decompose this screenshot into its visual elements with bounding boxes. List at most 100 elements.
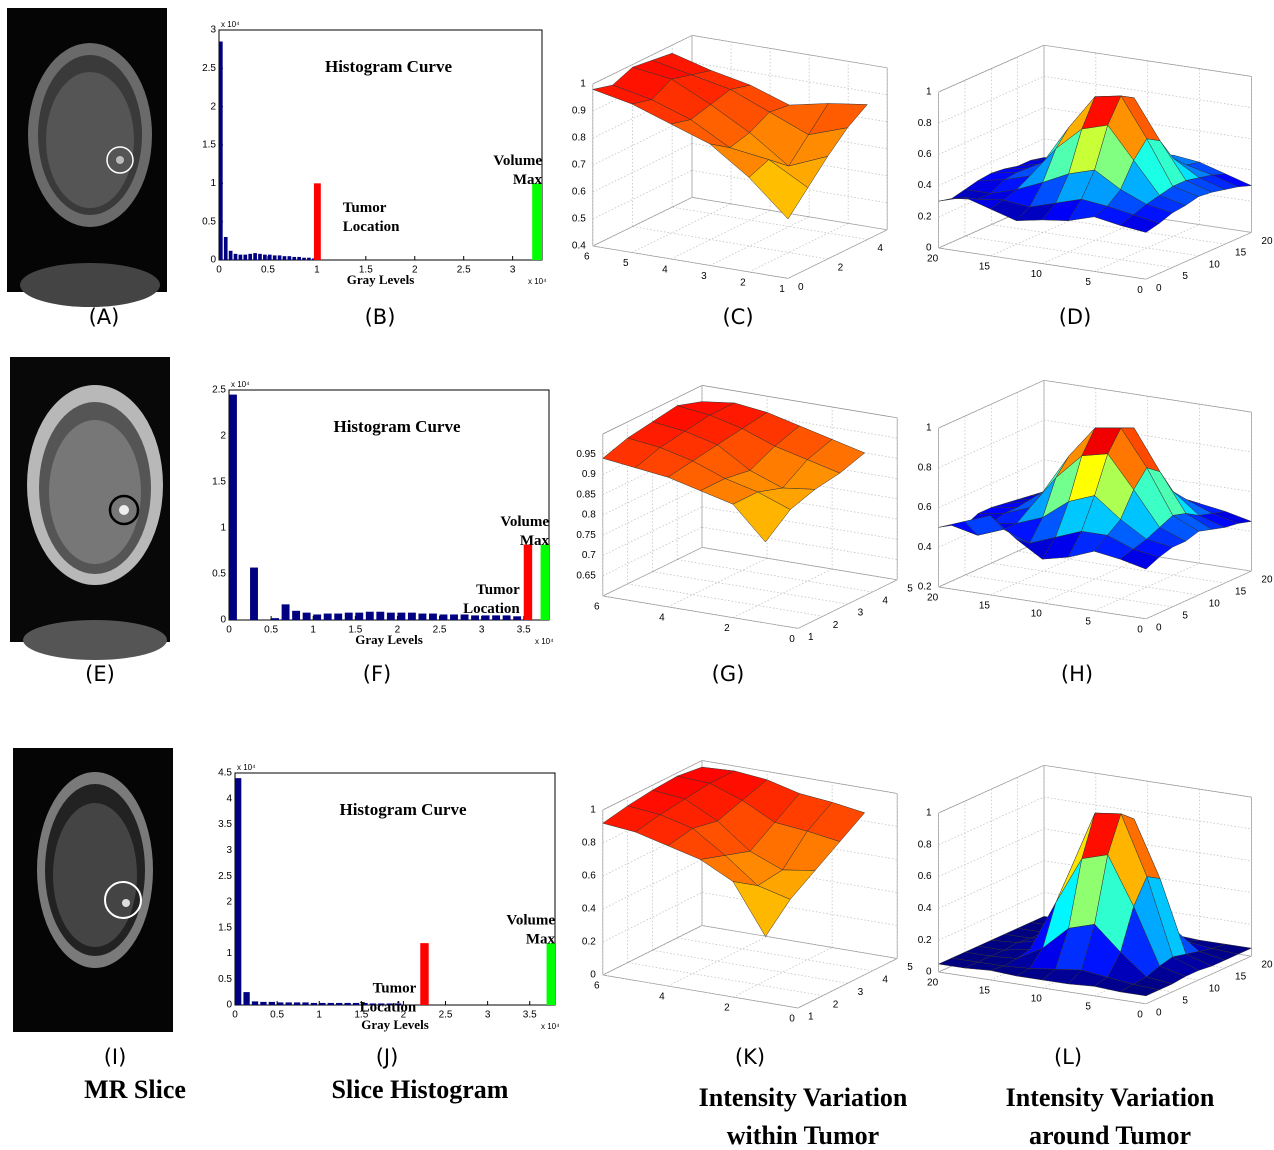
histogram-bar xyxy=(408,613,416,620)
y-tick-label: 3 xyxy=(226,845,232,856)
x-tick-label: 6 xyxy=(584,252,590,263)
histogram-bar xyxy=(429,614,437,620)
marker-annotation: Location xyxy=(463,601,520,617)
histogram-bar xyxy=(273,255,277,260)
x-tick-label: 0 xyxy=(226,625,232,636)
marker-annotation: Max xyxy=(513,172,543,188)
z-tick-label: 0.8 xyxy=(918,839,932,850)
figure: (A)(E)(I)MR SliceSlice HistogramIntensit… xyxy=(0,0,1274,1150)
z-tick-label: 0.6 xyxy=(918,149,932,160)
z-tick-label: 0.5 xyxy=(572,214,586,225)
histogram-bar xyxy=(302,258,306,260)
marker-annotation: Tumor xyxy=(476,582,520,598)
marker-bar xyxy=(541,545,549,620)
marker-bar xyxy=(314,183,321,260)
z-tick-label: 0.2 xyxy=(582,937,596,948)
y-tick-label: 2 xyxy=(833,999,839,1010)
histogram-bar xyxy=(328,1003,334,1005)
histogram-bar xyxy=(239,255,243,260)
z-tick-label: 0.65 xyxy=(576,570,596,581)
grid-line xyxy=(632,204,731,253)
x-tick-label: 0.5 xyxy=(264,625,278,636)
grid-line xyxy=(733,569,832,618)
y-tick-label: 5 xyxy=(1182,996,1188,1007)
y-tick-label: 10 xyxy=(1209,259,1221,270)
histogram-bar xyxy=(268,255,272,260)
x-tick-label: 15 xyxy=(979,986,991,997)
z-tick-label: 0 xyxy=(926,243,932,254)
y-tick-label: 4 xyxy=(882,975,888,986)
x-tick-label: 1 xyxy=(314,265,320,276)
grid-line xyxy=(603,507,702,556)
panel-label: (D) xyxy=(1059,305,1092,329)
z-tick-label: 0.2 xyxy=(918,582,932,593)
x-axis-label: Gray Levels xyxy=(361,1017,429,1032)
grid-line xyxy=(733,948,832,998)
z-tick-label: 0.7 xyxy=(572,160,586,171)
x-tick-label: 1 xyxy=(779,284,785,295)
y-tick-label: 0.5 xyxy=(212,569,226,580)
histogram-bar xyxy=(250,568,258,620)
histogram-bar xyxy=(303,613,311,620)
y-tick-label: 3 xyxy=(210,25,216,36)
histogram-bar xyxy=(224,237,228,260)
z-tick-label: 0.8 xyxy=(582,838,596,849)
x-tick-label: 5 xyxy=(1085,1001,1091,1012)
histogram-bar xyxy=(302,1002,308,1005)
x-tick-label: 2 xyxy=(724,1003,730,1014)
marker-annotation: Tumor xyxy=(373,981,417,997)
z-tick-label: 0.6 xyxy=(918,502,932,513)
x-tick-label: 1 xyxy=(316,1010,322,1021)
y-tick-label: 2.5 xyxy=(218,871,232,882)
column-caption: MR Slice xyxy=(84,1075,186,1104)
x-tick-label: 3 xyxy=(479,625,485,636)
histogram-bar xyxy=(334,614,342,620)
histogram-bar xyxy=(397,613,405,620)
grid-line xyxy=(652,950,847,983)
y-tick-label: 1.5 xyxy=(202,140,216,151)
grid-line xyxy=(668,558,767,607)
histogram-bar xyxy=(282,604,290,620)
histogram-bar xyxy=(243,255,247,260)
histogram-bar xyxy=(271,618,279,620)
marker-annotation: Max xyxy=(526,932,556,948)
panel-label: (L) xyxy=(1054,1045,1082,1069)
surface-chart: 0.20.40.60.810510152005101520 xyxy=(918,380,1273,635)
grid-line xyxy=(702,527,897,559)
y-tick-label: 2.5 xyxy=(212,385,226,396)
histogram-bar xyxy=(260,1002,266,1005)
x-tick-label: 5 xyxy=(623,258,629,269)
y-tick-label: 20 xyxy=(1261,236,1273,247)
y-tick-label: 0 xyxy=(1156,283,1162,294)
grid-line xyxy=(677,938,872,971)
y-tick-label: 0 xyxy=(798,282,804,293)
panel-label: (C) xyxy=(722,305,753,329)
grid-line xyxy=(632,227,827,259)
histogram-bar xyxy=(376,612,384,620)
histogram-chart: 00.511.522.533.544.500.511.522.533.5x 10… xyxy=(218,763,560,1032)
surface-chart: 0.40.50.60.70.80.91123456024 xyxy=(572,35,887,295)
histogram-bar xyxy=(292,611,300,620)
y-multiplier: x 10⁴ xyxy=(237,763,256,772)
x-multiplier: x 10⁴ xyxy=(541,1022,560,1031)
panel-label: (J) xyxy=(376,1045,399,1069)
histogram-bar xyxy=(355,613,363,620)
x-tick-label: 10 xyxy=(1031,269,1043,280)
x-tick-label: 0 xyxy=(1137,624,1143,635)
y-tick-label: 1 xyxy=(808,1012,814,1023)
histogram-bar xyxy=(248,254,252,260)
histogram-bar xyxy=(297,257,301,260)
histogram-bar xyxy=(229,251,233,260)
panel-label: (H) xyxy=(1061,662,1093,686)
grid-line xyxy=(677,560,872,592)
x-tick-label: 2 xyxy=(724,623,730,634)
histogram-chart: 00.511.522.500.511.522.533.5x 10⁴x 10⁴Hi… xyxy=(212,380,554,647)
z-tick-label: 0.85 xyxy=(576,489,596,500)
surface-chart: 00.20.40.60.810510152005101520 xyxy=(918,765,1273,1020)
histogram-bar xyxy=(387,613,395,620)
column-caption: Intensity Variation xyxy=(699,1083,908,1112)
x-tick-label: 6 xyxy=(594,602,600,613)
y-tick-label: 4 xyxy=(877,243,883,254)
